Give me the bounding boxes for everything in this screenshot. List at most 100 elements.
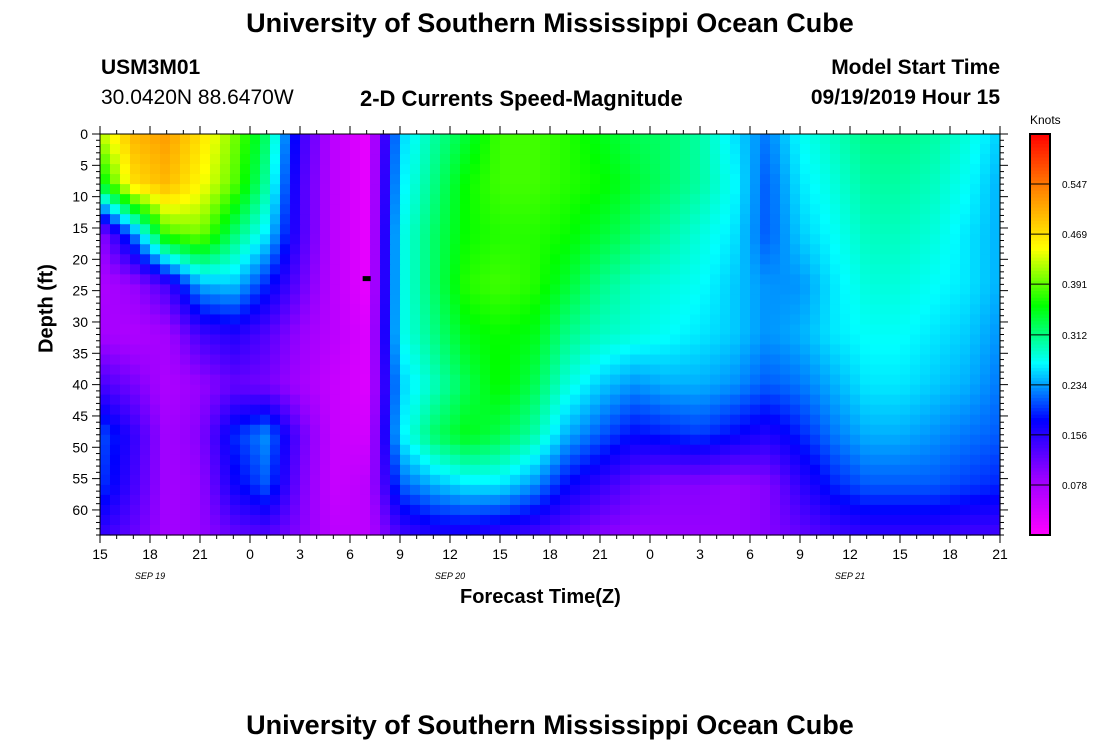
heatmap-cell xyxy=(770,394,781,406)
heatmap-cell xyxy=(500,444,511,456)
heatmap-cell xyxy=(690,264,701,275)
heatmap-cell xyxy=(980,454,991,466)
heatmap-cell xyxy=(420,204,431,215)
heatmap-cell xyxy=(710,144,721,155)
heatmap-cell xyxy=(540,484,551,496)
heatmap-cell xyxy=(740,404,751,416)
heatmap-cell xyxy=(890,294,901,306)
heatmap-cell xyxy=(570,334,581,346)
heatmap-cell xyxy=(540,324,551,336)
heatmap-cell xyxy=(400,184,411,195)
heatmap-cell xyxy=(830,364,841,376)
heatmap-cell xyxy=(500,284,511,296)
heatmap-cell xyxy=(710,244,721,255)
heatmap-cell xyxy=(160,154,171,165)
heatmap-cell xyxy=(720,214,731,225)
heatmap-cell xyxy=(670,164,681,175)
heatmap-cell xyxy=(880,414,891,426)
heatmap-cell xyxy=(740,144,751,155)
heatmap-cell xyxy=(630,384,641,396)
heatmap-cell xyxy=(310,154,321,165)
heatmap-cell xyxy=(590,494,601,506)
heatmap-cell xyxy=(610,464,621,476)
heatmap-cell xyxy=(800,174,811,185)
heatmap-cell xyxy=(580,524,591,536)
heatmap-cell xyxy=(210,134,221,145)
heatmap-cell xyxy=(560,394,571,406)
heatmap-cell xyxy=(770,204,781,215)
heatmap-cell xyxy=(450,224,461,235)
heatmap-cell xyxy=(680,244,691,255)
heatmap-cell xyxy=(610,324,621,336)
heatmap-cell xyxy=(750,264,761,275)
heatmap-cell xyxy=(890,374,901,386)
heatmap-cell xyxy=(340,404,351,416)
heatmap-cell xyxy=(240,234,251,245)
heatmap-cell xyxy=(880,434,891,446)
heatmap-cell xyxy=(400,314,411,326)
heatmap-cell xyxy=(650,414,661,426)
heatmap-cell xyxy=(480,394,491,406)
heatmap-cell xyxy=(670,294,681,306)
heatmap-cell xyxy=(530,344,541,356)
heatmap-cell xyxy=(760,134,771,145)
heatmap-cell xyxy=(950,244,961,255)
heatmap-cell xyxy=(680,354,691,366)
heatmap-cell xyxy=(450,524,461,536)
heatmap-cell xyxy=(270,294,281,306)
heatmap-cell xyxy=(740,464,751,476)
heatmap-cell xyxy=(740,394,751,406)
heatmap-cell xyxy=(270,184,281,195)
heatmap-cell xyxy=(760,294,771,306)
heatmap-cell xyxy=(830,434,841,446)
colorbar-swatch xyxy=(1030,304,1050,309)
heatmap-cell xyxy=(460,244,471,255)
heatmap-cell xyxy=(870,504,881,516)
heatmap-cell xyxy=(820,184,831,195)
heatmap-cell xyxy=(830,444,841,456)
heatmap-cell xyxy=(300,184,311,195)
heatmap-cell xyxy=(320,384,331,396)
heatmap-cell xyxy=(100,404,111,416)
heatmap-cell xyxy=(210,184,221,195)
heatmap-cell xyxy=(980,254,991,265)
heatmap-cell xyxy=(660,174,671,185)
heatmap-cell xyxy=(940,414,951,426)
heatmap-cell xyxy=(240,384,251,396)
heatmap-cell xyxy=(190,184,201,195)
heatmap-cell xyxy=(350,284,361,296)
heatmap-cell xyxy=(990,524,1001,536)
heatmap-cell xyxy=(370,394,381,406)
heatmap-cell xyxy=(920,364,931,376)
heatmap-cell xyxy=(540,164,551,175)
heatmap-cell xyxy=(570,384,581,396)
heatmap-cell xyxy=(860,514,871,526)
heatmap-cell xyxy=(260,274,271,285)
colorbar-swatch xyxy=(1030,287,1050,292)
heatmap-cell xyxy=(200,364,211,376)
heatmap-cell xyxy=(240,134,251,145)
heatmap-cell xyxy=(130,504,141,516)
heatmap-cell xyxy=(570,464,581,476)
heatmap-cell xyxy=(680,254,691,265)
heatmap-cell xyxy=(870,444,881,456)
heatmap-cell xyxy=(760,364,771,376)
heatmap-cell xyxy=(100,394,111,406)
heatmap-cell xyxy=(500,464,511,476)
heatmap-cell xyxy=(500,344,511,356)
heatmap-cell xyxy=(510,314,521,326)
heatmap-cell xyxy=(980,244,991,255)
heatmap-cell xyxy=(890,314,901,326)
heatmap-cell xyxy=(300,444,311,456)
heatmap-cell xyxy=(390,444,401,456)
heatmap-cell xyxy=(820,324,831,336)
heatmap-cell xyxy=(520,414,531,426)
heatmap-cell xyxy=(700,414,711,426)
heatmap-cell xyxy=(220,194,231,205)
heatmap-cell xyxy=(610,414,621,426)
heatmap-cell xyxy=(600,134,611,145)
heatmap-cell xyxy=(820,404,831,416)
heatmap-cell xyxy=(740,254,751,265)
heatmap-cell xyxy=(570,354,581,366)
heatmap-cell xyxy=(780,464,791,476)
